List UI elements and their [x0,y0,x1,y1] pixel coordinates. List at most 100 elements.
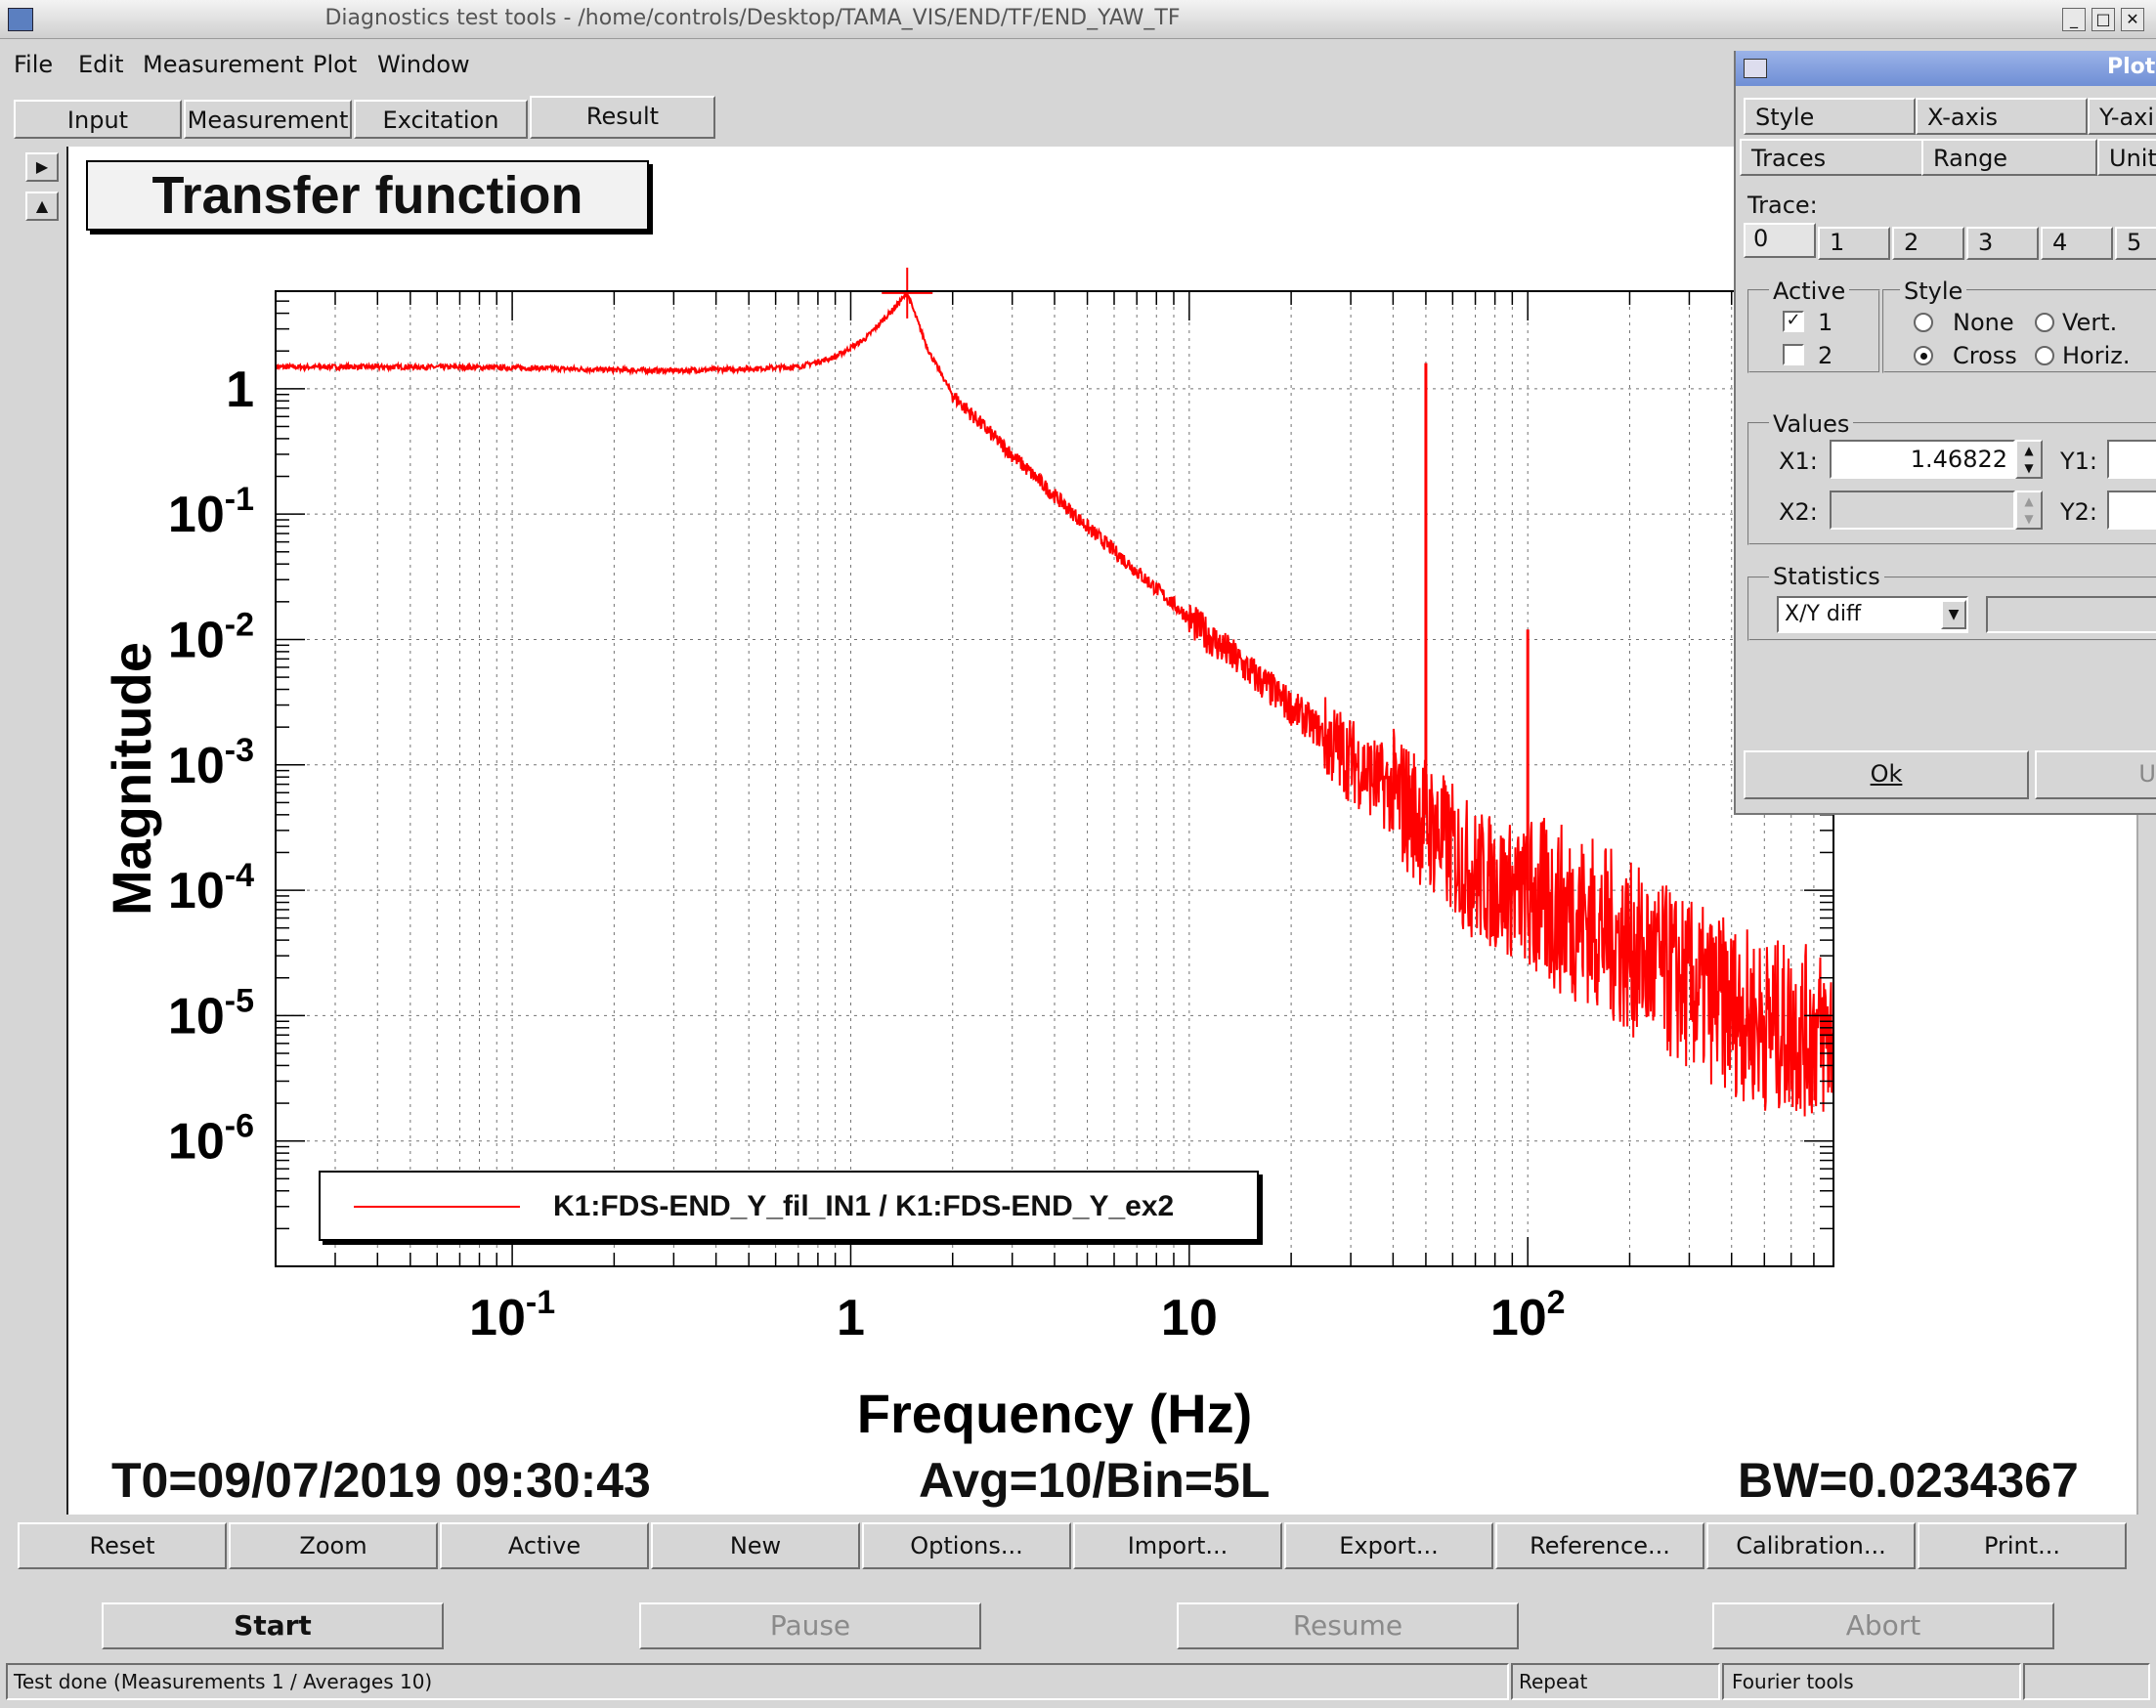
values-group-title: Values [1769,410,1854,438]
x1-input[interactable]: 1.46822 [1830,440,2015,479]
minimize-icon[interactable]: _ [2062,8,2086,31]
trace-line [275,289,1834,1117]
chevron-down-icon[interactable]: ▼ [1941,600,1966,629]
trace-tab-3[interactable]: 3 [1966,227,2039,260]
trace-tab-2[interactable]: 2 [1892,227,1964,260]
maximize-icon[interactable]: □ [2091,8,2115,31]
menu-file[interactable]: File [14,51,54,78]
update-button[interactable]: U [2035,750,2156,799]
status-extra [2023,1663,2150,1700]
panel-title: Plot [2107,55,2156,79]
status-repeat-label: Repeat [1519,1670,1588,1693]
menu-edit[interactable]: Edit [78,51,124,78]
status-repeat: Repeat [1511,1663,1720,1700]
export-button[interactable]: Export... [1284,1522,1493,1569]
options-button[interactable]: Options... [862,1522,1071,1569]
window-title: Diagnostics test tools - /home/controls/… [324,6,1181,30]
statistics-result [1986,596,2156,633]
y1-input[interactable] [2107,440,2156,479]
trace-tab-0[interactable]: 0 [1744,223,1816,258]
reset-button[interactable]: Reset [18,1522,227,1569]
menu-measurement[interactable]: Measurement [143,51,304,78]
scroll-up-button[interactable]: ▲ [25,192,59,221]
x1-label: X1: [1779,448,1818,475]
active-1-checkbox[interactable]: ✓ [1783,311,1804,332]
t0-label: T0=09/07/2019 09:30:43 [111,1453,651,1508]
style-group-title: Style [1900,278,1967,305]
status-fourier: Fourier tools [1722,1663,2021,1700]
calibration-button[interactable]: Calibration... [1706,1522,1916,1569]
plot-title-text: Transfer function [151,166,583,225]
tab-traces[interactable]: Traces [1740,139,1925,176]
x-tick-label: 102 [1490,1284,1566,1346]
y-tick-label: 10-1 [168,481,254,543]
title-bar: Diagnostics test tools - /home/controls/… [0,0,2156,39]
x2-input[interactable] [1830,491,2015,530]
x-tick-label: 10 [1161,1290,1218,1346]
style-none-label: None [1953,309,2014,336]
style-none-radio[interactable] [1914,313,1933,332]
active-1-label: 1 [1818,309,1833,336]
plot-button-bar: Reset Zoom Active New Options... Import.… [18,1522,2133,1571]
abort-button[interactable]: Abort [1712,1602,2054,1649]
trace-tab-5[interactable]: 5 [2115,227,2156,260]
start-button[interactable]: Start [102,1602,444,1649]
y-tick-label: 10-2 [168,606,254,668]
active-2-checkbox[interactable] [1783,344,1804,365]
tab-measurement[interactable]: Measurement [184,100,352,139]
tab-excitation[interactable]: Excitation [354,100,528,139]
x1-spinner[interactable]: ▲ ▼ [2015,440,2043,479]
import-button[interactable]: Import... [1073,1522,1282,1569]
plot-options-panel: Plot Style X-axis Y-axi Traces Range Uni… [1734,51,2156,815]
y-tick-label: 10-5 [168,982,254,1045]
y-tick-label: 10-6 [168,1108,254,1171]
status-text: Test done (Measurements 1 / Averages 10) [6,1663,1509,1700]
close-icon[interactable]: ✕ [2121,8,2144,31]
transfer-function-plot[interactable]: 10-1 1 10 102110-110-210-310-410-510-6Frequ… [68,147,2136,1515]
tab-range[interactable]: Range [1921,139,2097,176]
active-button[interactable]: Active [440,1522,649,1569]
tab-units[interactable]: Units [2097,139,2156,176]
style-horiz-label: Horiz. [2062,342,2131,369]
x-axis-title: Frequency (Hz) [857,1383,1253,1444]
statistics-group [1747,576,2156,641]
x2-spinner[interactable]: ▲ ▼ [2015,491,2043,530]
menu-plot[interactable]: Plot [313,51,358,78]
tab-result[interactable]: Result [530,96,715,139]
plot-title: Transfer function [86,160,649,231]
tab-style[interactable]: Style [1744,98,1916,135]
new-button[interactable]: New [651,1522,860,1569]
style-horiz-radio[interactable] [2035,346,2054,365]
y-tick-label: 10-3 [168,732,254,794]
menu-window[interactable]: Window [377,51,470,78]
style-vert-label: Vert. [2062,309,2118,336]
trace-tab-4[interactable]: 4 [2041,227,2113,260]
scroll-right-button[interactable]: ▶ [25,152,59,182]
trace-label: Trace: [1747,192,1818,219]
resume-button[interactable]: Resume [1177,1602,1519,1649]
style-vert-radio[interactable] [2035,313,2054,332]
print-button[interactable]: Print... [1918,1522,2127,1569]
tab-x-axis[interactable]: X-axis [1916,98,2088,135]
reference-button[interactable]: Reference... [1495,1522,1704,1569]
style-cross-radio-dot [1920,353,1927,360]
statistics-select-value: X/Y diff [1785,602,1862,626]
x-tick-label: 10-1 [469,1284,555,1346]
y2-input[interactable] [2107,491,2156,530]
y-axis-title: Magnitude [101,642,162,916]
style-cross-radio[interactable] [1914,346,1933,365]
trace-tab-1[interactable]: 1 [1818,227,1890,260]
panel-icon [1744,59,1767,78]
tab-y-axis[interactable]: Y-axi [2088,98,2156,135]
statistics-select[interactable]: X/Y diff [1777,596,1968,633]
style-group [1882,289,2156,373]
status-fourier-label: Fourier tools [1732,1670,1854,1693]
zoom-button[interactable]: Zoom [229,1522,438,1569]
window-icon [8,8,33,31]
panel-title-bar: Plot [1736,51,2156,86]
pause-button[interactable]: Pause [639,1602,981,1649]
status-message: Test done (Measurements 1 / Averages 10) [14,1670,433,1693]
tab-input[interactable]: Input [14,100,182,139]
legend-label: K1:FDS-END_Y_fil_IN1 / K1:FDS-END_Y_ex2 [553,1190,1175,1222]
ok-button[interactable]: Ok [1744,750,2029,799]
